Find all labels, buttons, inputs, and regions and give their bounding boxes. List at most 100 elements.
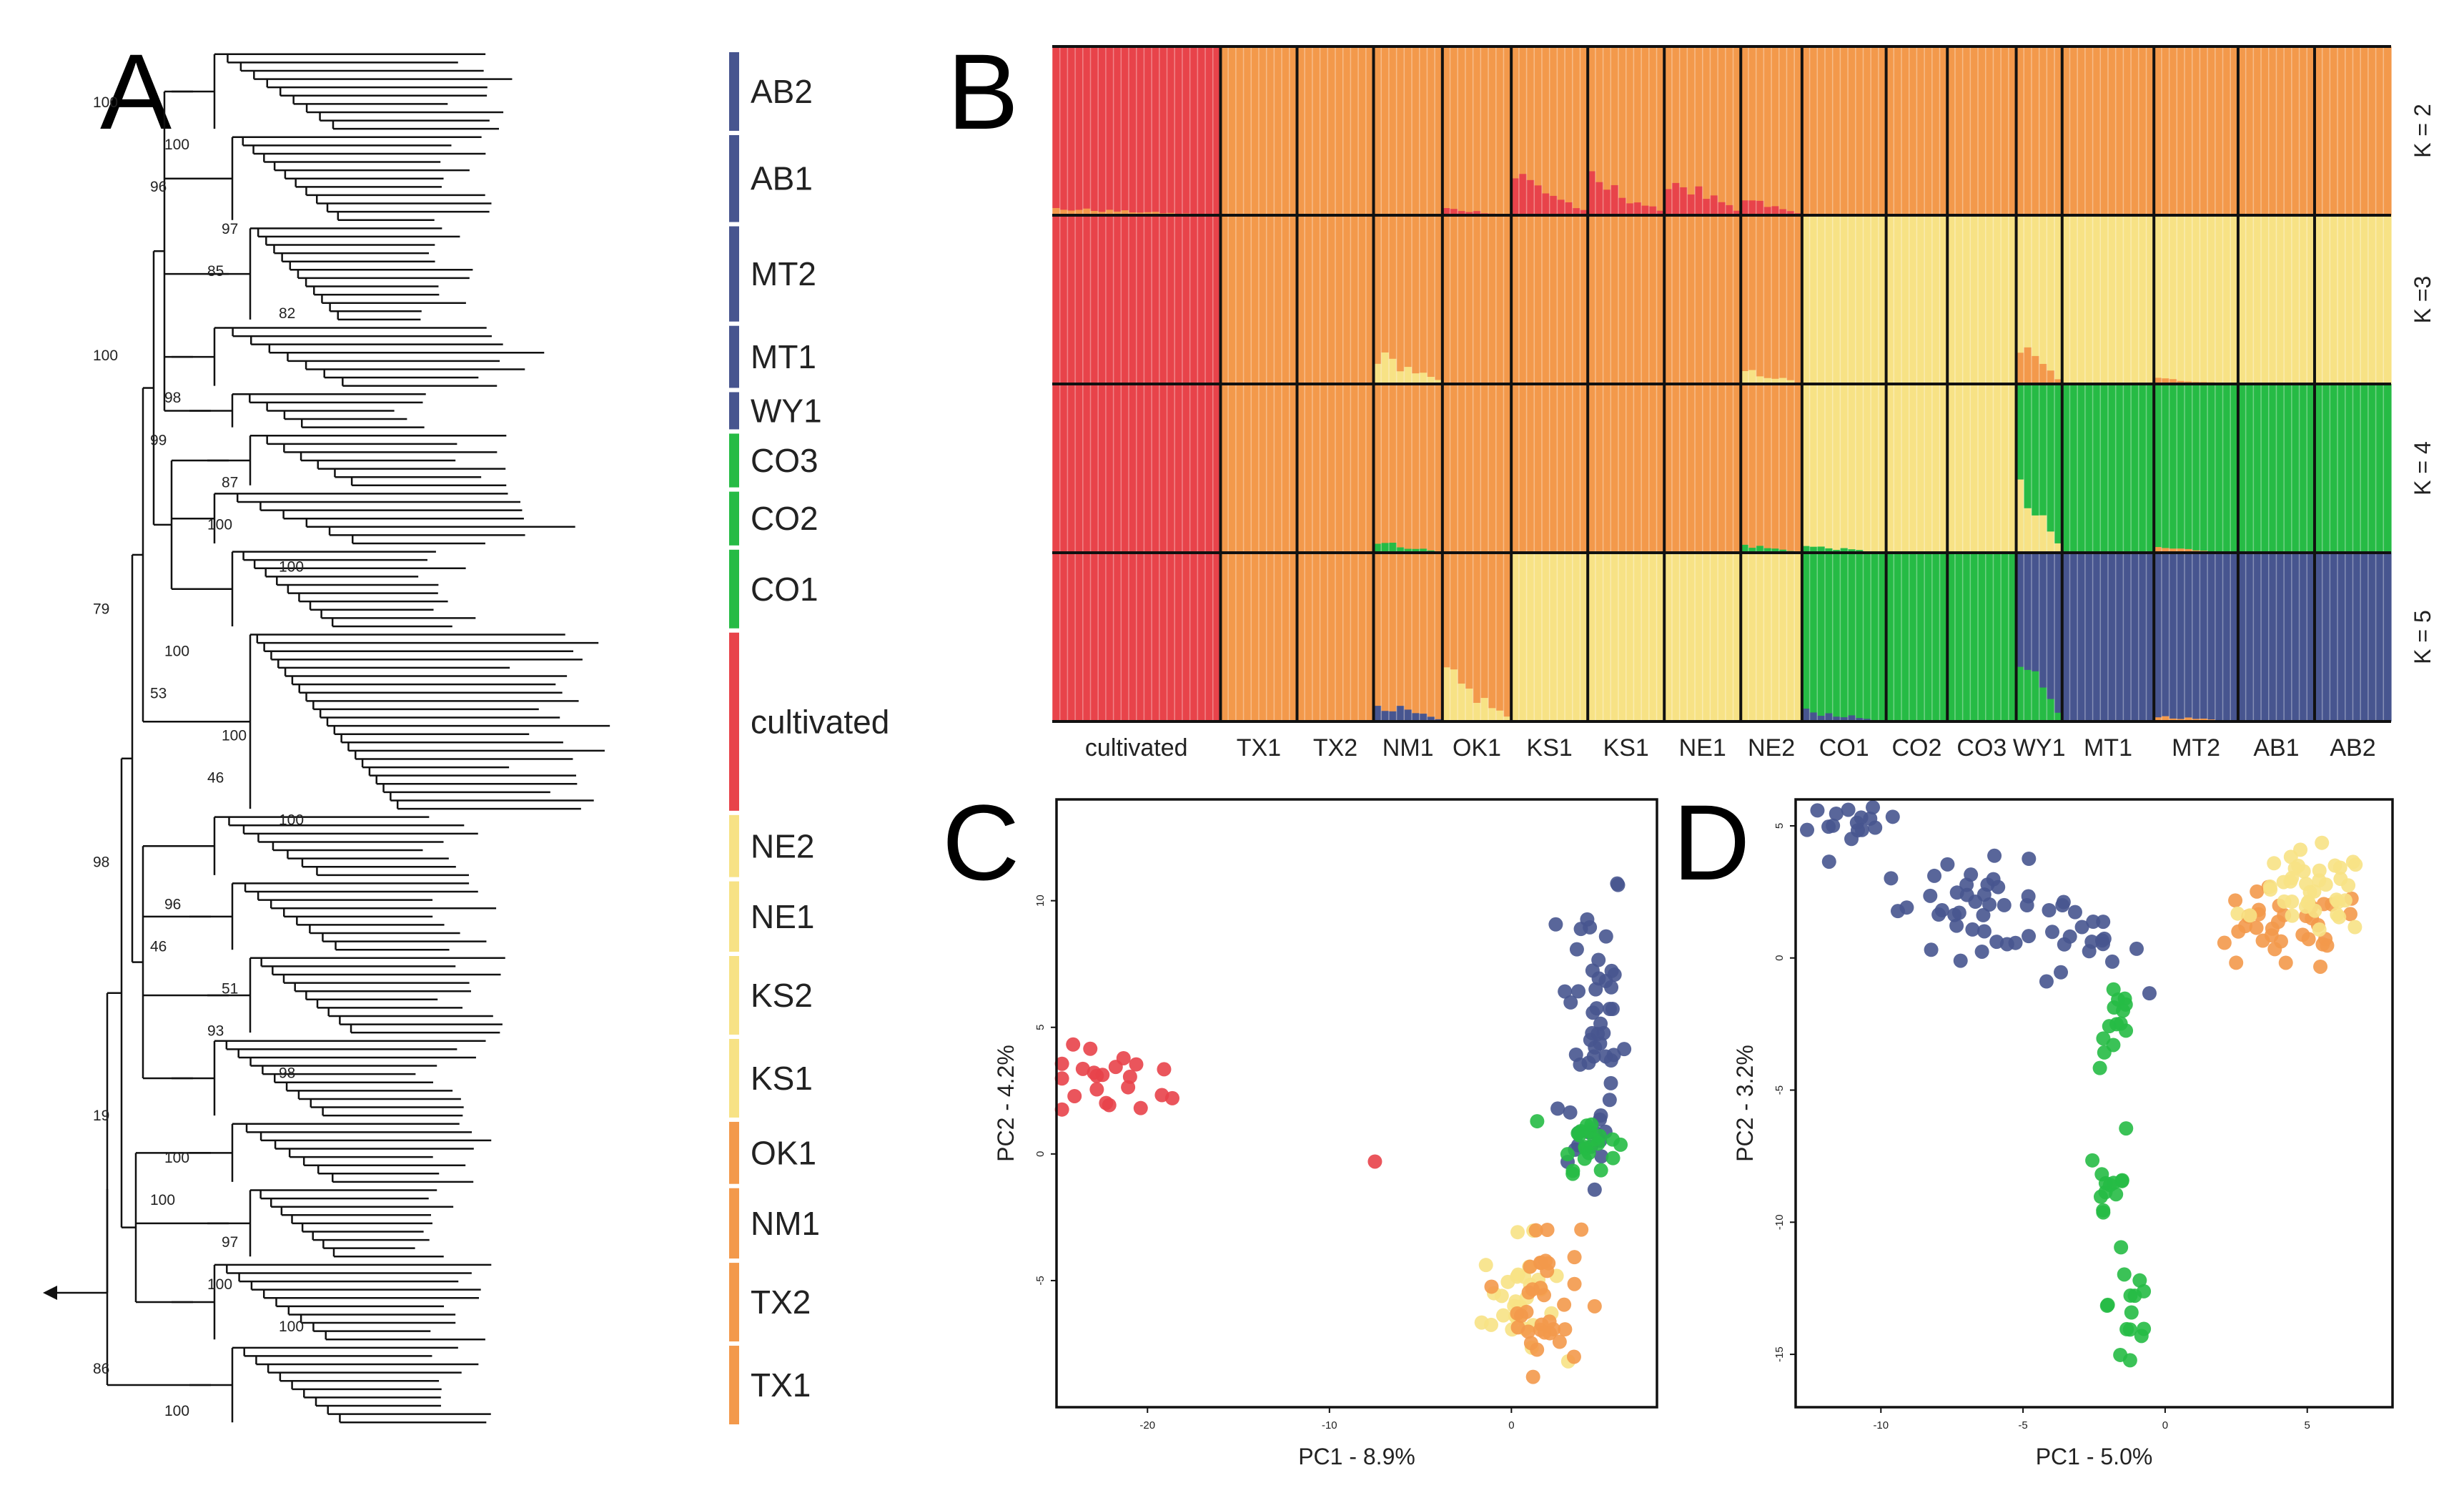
structure-bar bbox=[1174, 384, 1183, 553]
structure-bar bbox=[1610, 46, 1619, 215]
structure-bar-admix bbox=[2016, 479, 2024, 553]
structure-bar bbox=[1473, 46, 1481, 215]
structure-bar bbox=[1404, 553, 1412, 721]
structure-bar bbox=[1824, 384, 1834, 553]
structure-bar bbox=[2054, 215, 2063, 384]
population-label: MT2 bbox=[2172, 734, 2220, 762]
structure-bar bbox=[1373, 215, 1382, 384]
structure-bar bbox=[1565, 553, 1573, 721]
pca-point bbox=[1604, 980, 1619, 995]
structure-bar bbox=[1243, 215, 1252, 384]
structure-bar bbox=[1159, 384, 1168, 553]
structure-bar bbox=[1534, 215, 1543, 384]
structure-bar bbox=[1534, 384, 1543, 553]
structure-bar bbox=[2268, 215, 2277, 384]
structure-bar bbox=[1894, 553, 1902, 721]
structure-bar bbox=[1144, 215, 1152, 384]
x-tick-label: 5 bbox=[2305, 1419, 2310, 1432]
structure-bar-admix bbox=[1580, 210, 1588, 215]
structure-bar bbox=[1565, 384, 1573, 553]
structure-bar bbox=[2215, 384, 2224, 553]
structure-bar bbox=[1511, 553, 1520, 721]
structure-bar bbox=[1404, 215, 1412, 384]
structure-bar-admix bbox=[1756, 200, 1764, 215]
structure-bar bbox=[1075, 384, 1084, 553]
structure-bar bbox=[2131, 553, 2139, 721]
structure-bar bbox=[1465, 46, 1474, 215]
structure-bar bbox=[1886, 215, 1894, 384]
clade-bar bbox=[729, 325, 739, 388]
structure-bar bbox=[2360, 553, 2369, 721]
structure-bar bbox=[2314, 553, 2323, 721]
structure-bar bbox=[1993, 215, 2002, 384]
panel-letter-b: B bbox=[947, 31, 1019, 152]
structure-bar bbox=[1993, 384, 2002, 553]
pca-point bbox=[2348, 857, 2363, 872]
structure-bar-admix bbox=[1771, 378, 1780, 384]
structure-bar bbox=[1320, 215, 1328, 384]
structure-bar bbox=[1771, 384, 1780, 553]
pca-plot-d: -10 -5 0 5 -15 -10 -5 0 5 PC1 - 5.0% PC2 - 3.2% bbox=[1732, 798, 2394, 1469]
structure-bar bbox=[1197, 46, 1206, 215]
structure-bar bbox=[2169, 46, 2177, 215]
structure-bar-admix bbox=[2047, 699, 2055, 721]
structure-bar bbox=[1435, 553, 1443, 721]
structure-bar-admix bbox=[1679, 187, 1688, 215]
structure-bar bbox=[1228, 215, 1237, 384]
structure-bar bbox=[1656, 46, 1665, 215]
structure-bar bbox=[2261, 215, 2270, 384]
pca-point bbox=[2067, 905, 2082, 920]
structure-bar bbox=[2383, 384, 2392, 553]
clade-label: KS2 bbox=[751, 977, 813, 1014]
structure-bar bbox=[2245, 46, 2254, 215]
structure-bar bbox=[2161, 46, 2170, 215]
structure-bar bbox=[1450, 215, 1458, 384]
structure-bar bbox=[1687, 384, 1696, 553]
structure-bar bbox=[2268, 46, 2277, 215]
clade-label: AB1 bbox=[751, 160, 813, 197]
pca-point bbox=[1584, 1117, 1599, 1132]
structure-bar bbox=[1978, 553, 1986, 721]
x-tick-label: -5 bbox=[2018, 1419, 2027, 1432]
structure-bar bbox=[1320, 553, 1328, 721]
structure-bar-admix bbox=[2024, 347, 2032, 384]
structure-bar bbox=[1480, 553, 1489, 721]
structure-bar bbox=[1809, 384, 1818, 553]
structure-bar bbox=[1419, 553, 1428, 721]
structure-bar bbox=[2314, 215, 2323, 384]
structure-bar-admix bbox=[2039, 515, 2047, 553]
clade-bar bbox=[729, 1263, 739, 1342]
structure-bar bbox=[1059, 46, 1069, 215]
structure-bar bbox=[1886, 384, 1894, 553]
structure-bar bbox=[1794, 46, 1803, 215]
structure-bar bbox=[2039, 384, 2047, 553]
pca-point bbox=[2042, 903, 2057, 918]
clade-bar bbox=[729, 956, 739, 1035]
structure-bar bbox=[1588, 215, 1596, 384]
pca-point bbox=[2255, 933, 2270, 948]
structure-bar bbox=[1526, 384, 1535, 553]
structure-bar-admix bbox=[1465, 689, 1474, 721]
structure-bar bbox=[1274, 46, 1282, 215]
clade-label: NE1 bbox=[751, 898, 814, 935]
pca-point bbox=[1566, 1349, 1581, 1364]
pca-point bbox=[2231, 924, 2246, 939]
clade-bar bbox=[729, 392, 739, 430]
structure-bar bbox=[1633, 553, 1642, 721]
structure-bar bbox=[1365, 46, 1375, 215]
structure-bar bbox=[2107, 46, 2117, 215]
structure-bar-admix bbox=[1396, 706, 1405, 721]
pca-point bbox=[1510, 1225, 1525, 1240]
structure-bar bbox=[2039, 553, 2047, 721]
structure-bar bbox=[1197, 215, 1206, 384]
structure-bar bbox=[1778, 46, 1788, 215]
structure-bar bbox=[1954, 46, 1964, 215]
structure-bar bbox=[1580, 384, 1588, 553]
structure-bar-admix bbox=[1404, 548, 1412, 553]
structure-bar bbox=[1947, 46, 1956, 215]
structure-bar bbox=[1595, 215, 1604, 384]
structure-bar bbox=[1549, 384, 1558, 553]
structure-bar bbox=[1067, 553, 1076, 721]
structure-bar bbox=[2367, 384, 2377, 553]
structure-bar bbox=[1641, 215, 1650, 384]
